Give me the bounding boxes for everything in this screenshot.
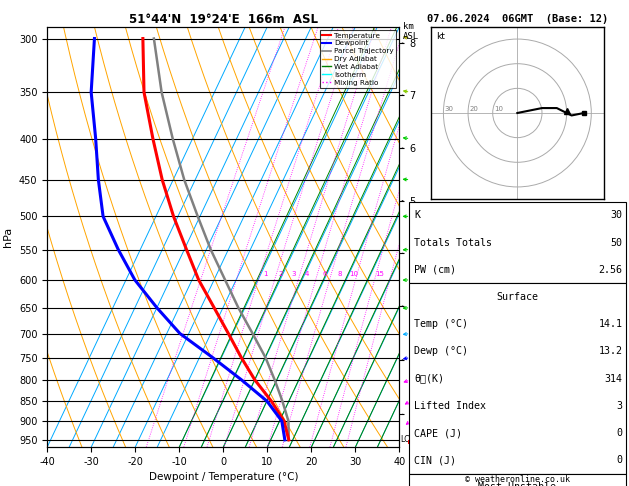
Text: 2: 2 [279, 271, 283, 277]
Text: PW (cm): PW (cm) [414, 265, 456, 275]
Text: 20: 20 [469, 105, 478, 111]
Text: 30: 30 [445, 105, 454, 111]
Text: km
ASL: km ASL [403, 22, 419, 41]
Text: 8: 8 [338, 271, 342, 277]
Text: LCL: LCL [401, 434, 415, 444]
Text: Temp (°C): Temp (°C) [414, 319, 468, 329]
Text: CIN (J): CIN (J) [414, 455, 456, 465]
Text: 13.2: 13.2 [599, 347, 623, 356]
Text: 50: 50 [611, 238, 623, 247]
Text: © weatheronline.co.uk: © weatheronline.co.uk [465, 474, 570, 484]
Text: 10: 10 [494, 105, 503, 111]
Text: K: K [414, 210, 420, 220]
Text: Dewp (°C): Dewp (°C) [414, 347, 468, 356]
Title: 51°44'N  19°24'E  166m  ASL: 51°44'N 19°24'E 166m ASL [129, 13, 318, 26]
Text: Most Unstable: Most Unstable [478, 483, 557, 486]
Text: 15: 15 [376, 271, 384, 277]
Text: 30: 30 [611, 210, 623, 220]
Text: 10: 10 [349, 271, 358, 277]
Text: Surface: Surface [496, 292, 538, 302]
Text: 14.1: 14.1 [599, 319, 623, 329]
Text: 3: 3 [292, 271, 296, 277]
Y-axis label: hPa: hPa [3, 227, 13, 247]
Text: 0: 0 [616, 428, 623, 438]
Text: θᴇ(K): θᴇ(K) [414, 374, 444, 383]
Text: 0: 0 [616, 455, 623, 465]
Y-axis label: km
ASL: km ASL [418, 228, 440, 246]
X-axis label: Dewpoint / Temperature (°C): Dewpoint / Temperature (°C) [148, 472, 298, 483]
Text: 2.56: 2.56 [599, 265, 623, 275]
Text: Lifted Index: Lifted Index [414, 401, 486, 411]
Legend: Temperature, Dewpoint, Parcel Trajectory, Dry Adiabat, Wet Adiabat, Isotherm, Mi: Temperature, Dewpoint, Parcel Trajectory… [320, 30, 396, 88]
Text: kt: kt [436, 32, 445, 41]
Text: Totals Totals: Totals Totals [414, 238, 492, 247]
Text: 4: 4 [305, 271, 309, 277]
Text: 6: 6 [323, 271, 327, 277]
Text: 1: 1 [263, 271, 267, 277]
Text: 07.06.2024  06GMT  (Base: 12): 07.06.2024 06GMT (Base: 12) [426, 14, 608, 24]
Text: CAPE (J): CAPE (J) [414, 428, 462, 438]
Text: 3: 3 [616, 401, 623, 411]
Text: 314: 314 [604, 374, 623, 383]
